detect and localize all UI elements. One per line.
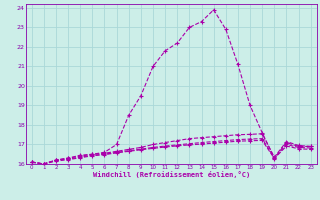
X-axis label: Windchill (Refroidissement éolien,°C): Windchill (Refroidissement éolien,°C) xyxy=(92,171,250,178)
